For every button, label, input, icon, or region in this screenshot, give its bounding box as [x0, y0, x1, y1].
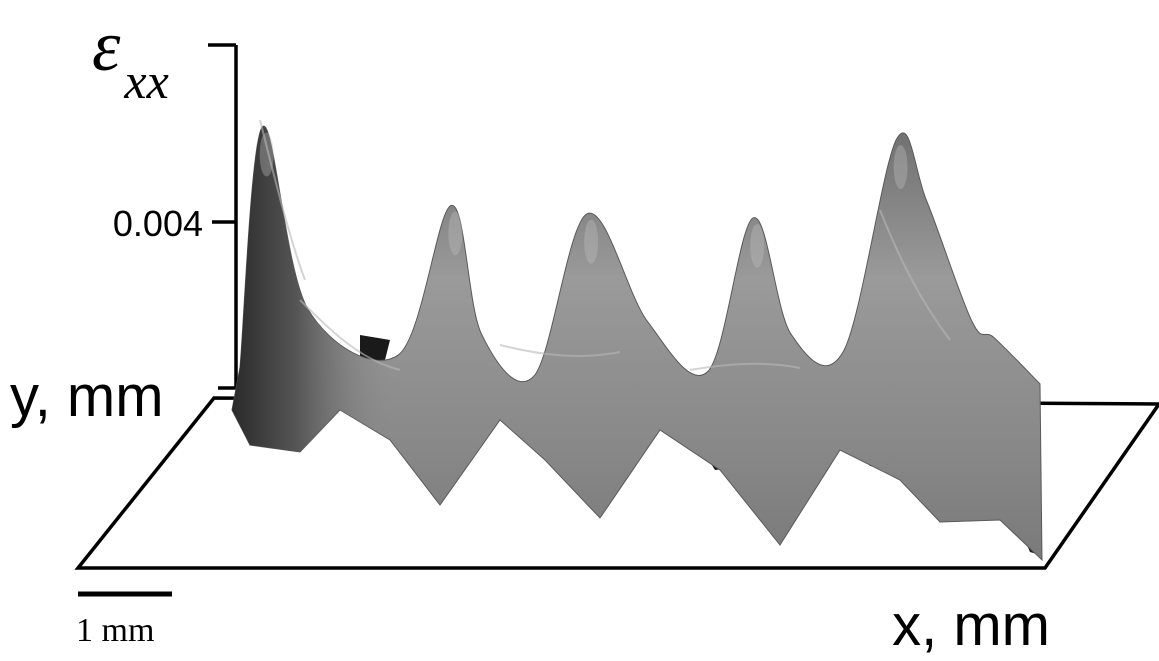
peak-1 — [259, 132, 274, 177]
z-axis-symbol: ε — [92, 6, 121, 86]
surface-ripple-2 — [689, 362, 801, 371]
z-tick-label: 0.004 — [113, 203, 203, 244]
z-axis-subscript: xx — [123, 53, 168, 109]
surface-ripple-3 — [879, 209, 951, 341]
surface-group — [231, 119, 1043, 562]
surface-ripple-1 — [499, 344, 621, 357]
peak-4 — [750, 223, 765, 268]
peak-2 — [448, 211, 463, 256]
peak-highlights — [259, 132, 908, 268]
x-axis-label: x, mm — [892, 593, 1050, 658]
z-axis-label: εxx — [92, 6, 169, 109]
scale-bar-label: 1 mm — [76, 612, 154, 649]
surface-ripple-0 — [299, 299, 401, 371]
surface-texture — [259, 119, 951, 371]
peak-3 — [584, 219, 599, 264]
surface-ripple-4 — [259, 119, 306, 281]
peak-5 — [893, 145, 908, 189]
y-axis-label: y, mm — [10, 364, 164, 429]
surface-left-face — [232, 126, 1042, 560]
